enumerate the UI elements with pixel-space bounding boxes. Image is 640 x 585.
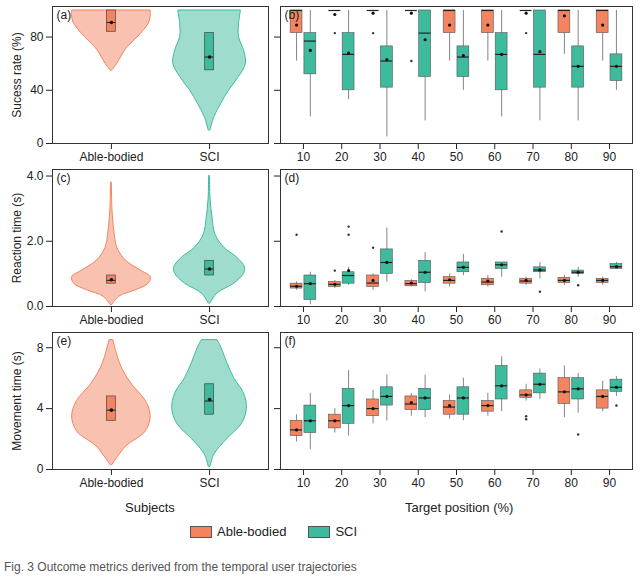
svg-text:2.0: 2.0 [27,234,44,248]
svg-text:10: 10 [297,150,311,164]
html-text:Fig. 3 Outcome metrics derived: Fig. 3 Outcome metrics derived from the … [4,560,357,574]
svg-text:80: 80 [30,30,44,44]
html-text:SCI: SCI [335,524,358,539]
svg-text:0: 0 [37,136,44,150]
svg-text:40: 40 [412,150,426,164]
svg-text:(e): (e) [57,334,72,348]
html-text:Subjects: Subjects [125,500,175,515]
svg-text:40: 40 [412,476,426,490]
svg-text:20: 20 [335,476,349,490]
svg-text:60: 60 [488,150,502,164]
svg-text:0.0: 0.0 [27,299,44,313]
svg-text:Able-bodied: Able-bodied [79,476,143,490]
svg-text:Able-bodied: Able-bodied [79,313,143,327]
svg-text:(a): (a) [57,8,72,22]
svg-text:30: 30 [373,150,387,164]
svg-text:60: 60 [488,313,502,327]
svg-text:10: 10 [297,476,311,490]
svg-text:70: 70 [526,150,540,164]
svg-text:70: 70 [526,313,540,327]
html-text:Able-bodied: Able-bodied [217,524,287,539]
svg-text:Sucess rate (%): Sucess rate (%) [10,32,24,117]
svg-text:(b): (b) [285,8,300,22]
svg-text:50: 50 [450,476,464,490]
svg-text:Movement time (s): Movement time (s) [10,351,24,450]
svg-text:60: 60 [488,476,502,490]
svg-text:SCI: SCI [200,476,220,490]
svg-text:4: 4 [37,401,44,415]
svg-text:Reaction time (s): Reaction time (s) [10,193,24,284]
svg-text:(d): (d) [285,171,300,185]
svg-text:80: 80 [565,313,579,327]
svg-text:20: 20 [335,150,349,164]
svg-text:30: 30 [373,476,387,490]
svg-text:90: 90 [603,313,617,327]
svg-text:10: 10 [297,313,311,327]
html-text:Target position (%): Target position (%) [405,500,514,515]
svg-text:0: 0 [37,462,44,476]
svg-text:30: 30 [373,313,387,327]
svg-text:SCI: SCI [200,313,220,327]
svg-text:Able-bodied: Able-bodied [79,150,143,164]
svg-text:4.0: 4.0 [27,169,44,183]
svg-text:80: 80 [565,476,579,490]
svg-text:(c): (c) [57,171,71,185]
svg-text:80: 80 [565,150,579,164]
svg-text:90: 90 [603,150,617,164]
svg-text:40: 40 [412,313,426,327]
svg-text:(f): (f) [285,334,296,348]
svg-text:SCI: SCI [200,150,220,164]
svg-text:20: 20 [335,313,349,327]
svg-text:50: 50 [450,313,464,327]
svg-text:8: 8 [37,341,44,355]
svg-text:50: 50 [450,150,464,164]
svg-text:70: 70 [526,476,540,490]
svg-text:90: 90 [603,476,617,490]
svg-text:40: 40 [30,83,44,97]
